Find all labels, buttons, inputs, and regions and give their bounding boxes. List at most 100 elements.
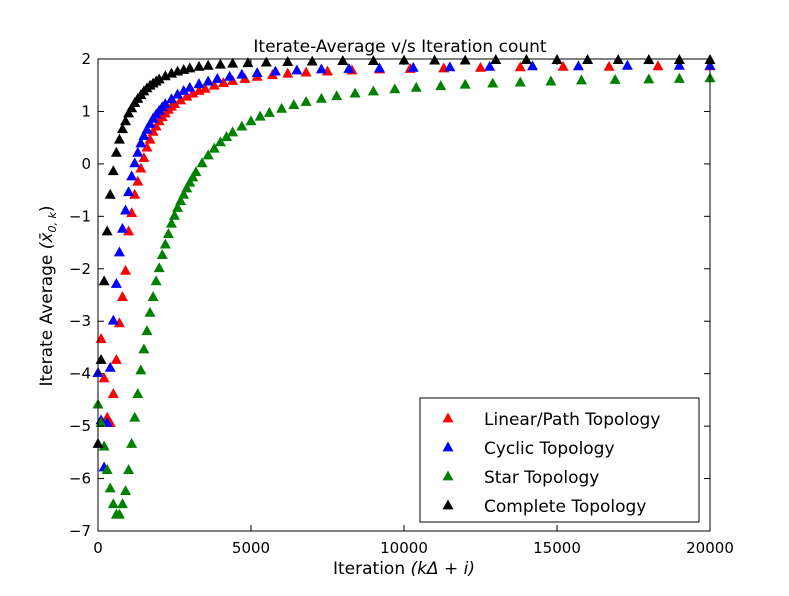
data-point bbox=[129, 157, 141, 168]
data-point bbox=[221, 131, 233, 142]
data-point bbox=[165, 93, 177, 104]
data-point bbox=[116, 123, 128, 134]
series-1-group bbox=[92, 59, 716, 472]
data-point bbox=[527, 60, 539, 71]
y-axis-title: Iterate Average (x̄0, k) bbox=[37, 205, 59, 386]
legend-label: Star Topology bbox=[484, 468, 599, 488]
data-point bbox=[110, 354, 122, 364]
legend-marker bbox=[442, 412, 454, 423]
data-point bbox=[603, 60, 615, 71]
data-point bbox=[113, 317, 125, 328]
series-2-group bbox=[92, 72, 716, 519]
data-point bbox=[291, 64, 303, 75]
data-point bbox=[227, 126, 239, 137]
data-point bbox=[144, 306, 156, 317]
data-point bbox=[141, 123, 153, 134]
data-point bbox=[236, 120, 248, 131]
y-tick-label: 1 bbox=[81, 102, 91, 120]
data-point bbox=[116, 291, 128, 301]
x-axis-title-math: (kΔ + i) bbox=[411, 559, 476, 579]
y-tick-label: −6 bbox=[69, 470, 91, 488]
data-point bbox=[202, 149, 214, 160]
data-point bbox=[120, 264, 132, 275]
data-point bbox=[367, 55, 379, 65]
data-point bbox=[557, 60, 569, 71]
data-point bbox=[113, 246, 125, 257]
data-point bbox=[104, 361, 116, 372]
plot-frame bbox=[97, 58, 711, 532]
data-point bbox=[135, 162, 147, 173]
data-point bbox=[193, 78, 205, 89]
data-point bbox=[159, 98, 171, 108]
legend-marker bbox=[442, 441, 454, 452]
data-point bbox=[444, 61, 456, 72]
data-point bbox=[315, 92, 327, 103]
data-point bbox=[459, 78, 471, 89]
data-point bbox=[165, 217, 177, 228]
data-point bbox=[349, 87, 361, 98]
data-point bbox=[172, 88, 184, 99]
x-axis-title: Iteration (kΔ + i) bbox=[333, 559, 475, 579]
data-point bbox=[181, 182, 193, 193]
data-point bbox=[120, 204, 132, 215]
data-point bbox=[288, 99, 300, 110]
legend-items: Linear/Path Topology Cyclic Topology Star … bbox=[442, 410, 660, 517]
data-point bbox=[545, 75, 557, 86]
data-point bbox=[331, 90, 343, 101]
x-tick-label: 5000 bbox=[232, 539, 270, 557]
data-point bbox=[214, 58, 226, 69]
data-point bbox=[138, 130, 150, 140]
data-point bbox=[156, 249, 168, 260]
legend-label: Cyclic Topology bbox=[484, 439, 615, 459]
data-point bbox=[150, 275, 162, 286]
data-point bbox=[187, 87, 199, 98]
data-point bbox=[144, 118, 156, 128]
data-point bbox=[475, 61, 486, 72]
data-point bbox=[126, 102, 138, 113]
data-point bbox=[300, 66, 312, 77]
legend-box bbox=[419, 397, 700, 523]
data-point bbox=[107, 498, 119, 509]
data-point bbox=[123, 225, 135, 236]
data-point bbox=[144, 133, 156, 144]
data-point bbox=[98, 275, 110, 286]
data-point bbox=[211, 72, 223, 83]
data-point bbox=[407, 61, 419, 72]
data-point bbox=[202, 59, 214, 70]
y-axis-title-subscript: 0, k bbox=[46, 212, 59, 233]
data-point bbox=[110, 277, 122, 288]
data-point bbox=[337, 55, 349, 65]
chart-legend: Linear/Path Topology Cyclic Topology Star … bbox=[419, 397, 700, 523]
data-point bbox=[282, 56, 294, 67]
data-point bbox=[175, 94, 187, 105]
data-point bbox=[107, 388, 119, 399]
x-axis-title-text: Iteration bbox=[333, 559, 405, 579]
series-3-group bbox=[92, 54, 716, 448]
legend-marker bbox=[442, 470, 454, 481]
data-point bbox=[208, 79, 220, 90]
data-point bbox=[135, 137, 147, 148]
series-0-group bbox=[92, 60, 716, 427]
data-point bbox=[410, 81, 422, 92]
x-tick-label: 15000 bbox=[533, 539, 581, 557]
data-point bbox=[343, 62, 355, 73]
data-point bbox=[184, 81, 196, 92]
data-point bbox=[113, 133, 125, 144]
data-point bbox=[214, 136, 226, 147]
data-point bbox=[487, 77, 499, 88]
data-point bbox=[98, 372, 110, 383]
legend-label: Linear/Path Topology bbox=[484, 410, 660, 430]
data-point bbox=[116, 222, 128, 233]
data-point bbox=[254, 110, 266, 121]
data-point bbox=[673, 72, 685, 83]
y-axis-title-close: ) bbox=[37, 205, 57, 212]
data-point bbox=[107, 314, 119, 325]
x-tick-label: 20000 bbox=[686, 539, 734, 557]
data-point bbox=[141, 141, 153, 152]
data-point bbox=[110, 146, 122, 157]
data-point bbox=[609, 73, 621, 84]
data-point bbox=[306, 55, 318, 66]
data-point bbox=[575, 74, 587, 85]
data-point bbox=[101, 225, 113, 236]
